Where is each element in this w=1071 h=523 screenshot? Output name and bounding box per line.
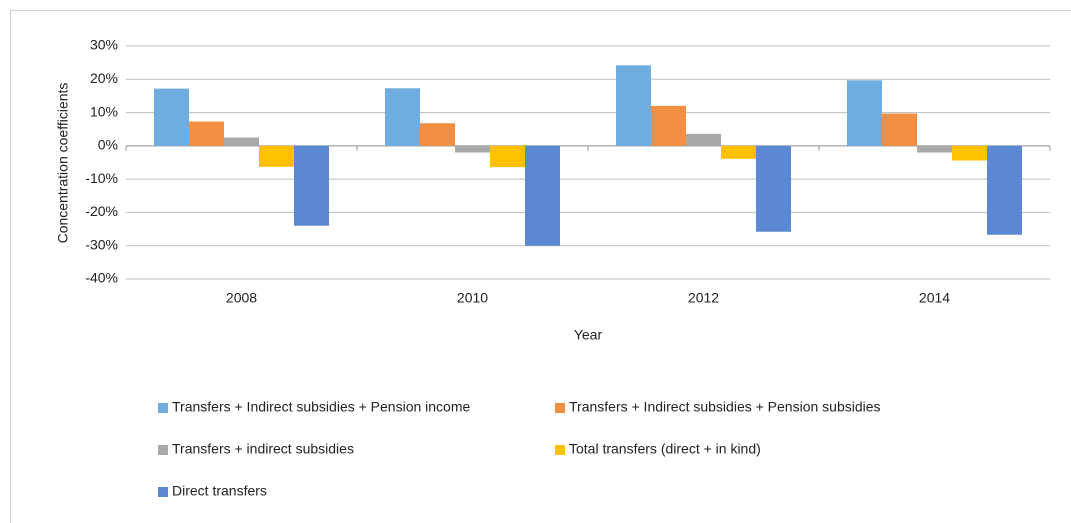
x-tick-label: 2012 [688, 290, 719, 306]
legend-label: Transfers + Indirect subsidies + Pension… [569, 399, 881, 415]
bar [616, 65, 651, 146]
legend-swatch [555, 403, 565, 413]
bar [224, 137, 259, 146]
bar [917, 145, 952, 153]
bar [847, 80, 882, 146]
bar [420, 123, 455, 146]
x-tick-label: 2010 [457, 290, 488, 306]
legend-swatch [158, 403, 168, 413]
legend-label: Transfers + Indirect subsidies + Pension… [172, 399, 471, 415]
legend-label: Direct transfers [172, 483, 267, 499]
y-tick-label: 0% [98, 137, 118, 153]
bar [651, 105, 686, 146]
bar [455, 145, 490, 153]
bar [882, 113, 917, 146]
bar [952, 145, 987, 161]
bar [525, 145, 560, 246]
legend-label: Transfers + indirect subsidies [172, 441, 354, 457]
legend-label: Total transfers (direct + in kind) [569, 441, 761, 457]
bar [154, 88, 189, 146]
y-tick-label: -20% [85, 203, 118, 219]
bar [987, 145, 1022, 235]
bar [686, 133, 721, 146]
bar [259, 145, 294, 167]
bar [721, 145, 756, 159]
y-tick-label: 30% [90, 37, 118, 53]
y-axis-label: Concentration coefficients [55, 83, 71, 244]
bar [756, 145, 791, 232]
y-tick-label: -10% [85, 170, 118, 186]
legend-swatch [555, 445, 565, 455]
bar [490, 145, 525, 168]
x-axis-label: Year [574, 327, 603, 343]
bar [385, 88, 420, 146]
y-tick-label: 10% [90, 103, 118, 119]
y-tick-label: 20% [90, 70, 118, 86]
y-tick-label: -40% [85, 270, 118, 286]
bar [189, 121, 224, 146]
x-tick-label: 2008 [226, 290, 257, 306]
legend-swatch [158, 487, 168, 497]
legend-swatch [158, 445, 168, 455]
y-tick-label: -30% [85, 236, 118, 252]
chart-border [10, 10, 1071, 523]
x-tick-label: 2014 [919, 290, 950, 306]
bar [294, 145, 329, 226]
